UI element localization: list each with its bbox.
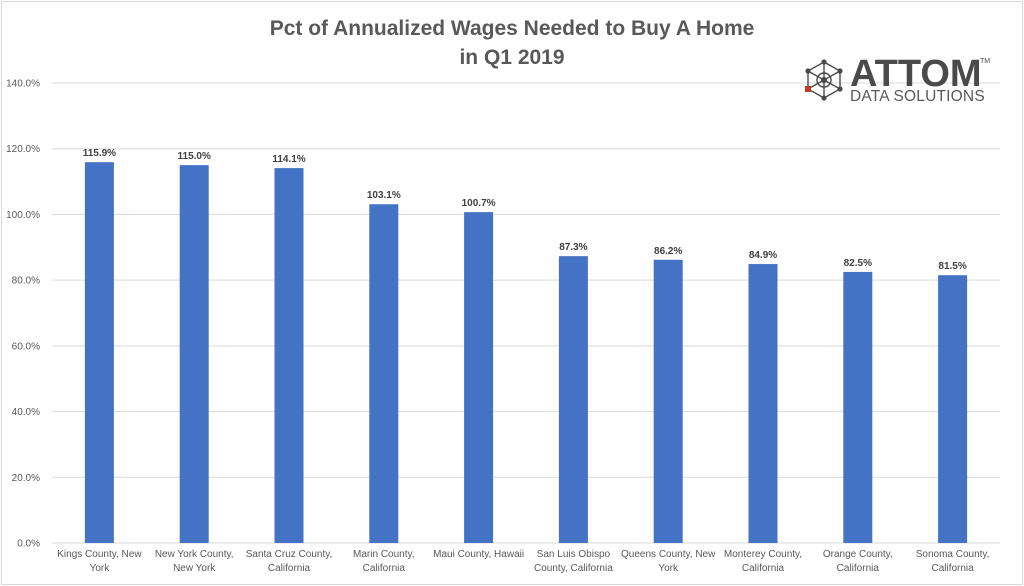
y-tick-label: 40.0% [12, 407, 40, 418]
x-tick-label: York [658, 563, 679, 574]
data-label: 103.1% [367, 190, 401, 201]
y-tick-label: 60.0% [12, 341, 40, 352]
x-tick-label: San Luis Obispo [537, 549, 611, 560]
bar [558, 256, 588, 543]
x-tick-label: Orange County, [823, 549, 893, 560]
attom-logo-subtitle: DATA SOLUTIONS [850, 88, 985, 105]
x-tick-label: California [837, 563, 880, 574]
attom-logo-mark-icon [805, 59, 843, 101]
bar [843, 271, 873, 543]
x-tick-label: Maui County, Hawaii [433, 549, 524, 560]
y-tick-label: 100.0% [6, 210, 40, 221]
chart-title: Pct of Annualized Wages Needed to Buy A … [0, 14, 1024, 72]
data-label: 86.2% [654, 246, 682, 257]
data-label: 115.9% [83, 148, 116, 159]
attom-logo: ATTOM TM DATA SOLUTIONS [802, 54, 1002, 108]
x-tick-label: York [90, 563, 111, 574]
y-tick-label: 140.0% [6, 79, 40, 90]
x-tick-label: Kings County, New [57, 549, 142, 560]
bar [748, 264, 778, 543]
bar [464, 212, 494, 543]
x-tick-label: Monterey County, [724, 549, 802, 560]
x-tick-label: Santa Cruz County, [246, 549, 333, 560]
data-label: 114.1% [272, 154, 305, 165]
data-label: 115.0% [178, 151, 211, 162]
bar [369, 204, 399, 543]
x-tick-label: Sonoma County, [916, 549, 990, 560]
y-tick-label: 20.0% [12, 473, 40, 484]
x-tick-label: California [268, 563, 311, 574]
y-tick-label: 0.0% [17, 539, 40, 550]
attom-logo-tm: TM [980, 58, 991, 65]
x-tick-label: California [363, 563, 406, 574]
data-label: 82.5% [844, 258, 872, 269]
x-tick-label: Queens County, New [621, 549, 716, 560]
x-tick-label: Marin County, [353, 549, 415, 560]
x-tick-label: County, California [534, 563, 613, 574]
data-label: 84.9% [749, 250, 777, 261]
bar [84, 162, 114, 543]
x-tick-label: New York County, [155, 549, 234, 560]
x-tick-label: New York [173, 563, 216, 574]
bar [653, 259, 683, 543]
data-label: 87.3% [559, 242, 587, 253]
y-tick-label: 80.0% [12, 276, 40, 287]
bar [179, 165, 209, 543]
data-label: 100.7% [462, 198, 496, 209]
chart-title-line-2: in Q1 2019 [459, 46, 565, 69]
bar [274, 168, 304, 543]
data-label: 81.5% [938, 261, 966, 272]
y-tick-label: 120.0% [6, 144, 40, 155]
chart-title-line-1: Pct of Annualized Wages Needed to Buy A … [269, 17, 755, 40]
x-tick-label: California [931, 563, 974, 574]
attom-logo-word: ATTOM [850, 53, 982, 95]
x-tick-label: California [742, 563, 785, 574]
bar [938, 275, 968, 543]
